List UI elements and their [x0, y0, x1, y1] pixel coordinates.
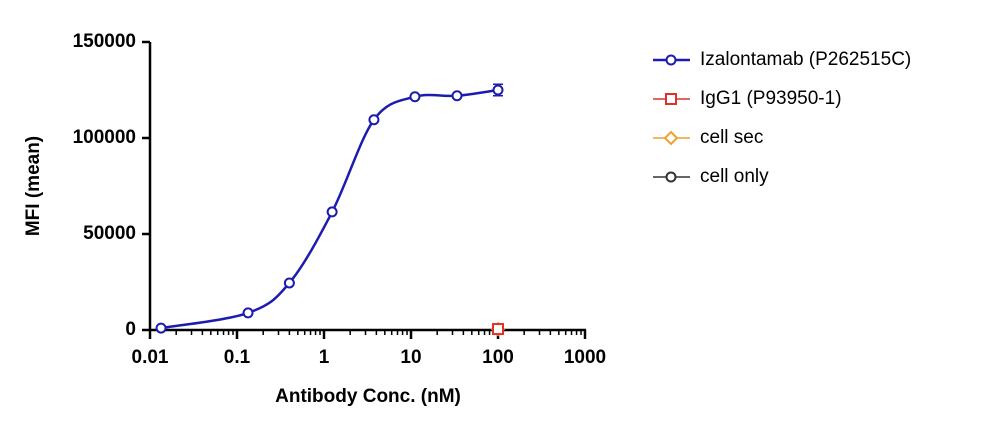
- x-tick-label: 10: [400, 347, 421, 368]
- x-tick-label: 100: [482, 347, 514, 368]
- marker: [451, 90, 463, 102]
- legend-label: cell only: [700, 166, 769, 187]
- marker: [665, 171, 677, 183]
- marker: [368, 114, 380, 126]
- legend-label: IgG1 (P93950-1): [700, 88, 842, 109]
- marker: [492, 323, 504, 336]
- x-tick-label: 0.1: [224, 347, 251, 368]
- legend-label: cell sec: [700, 127, 763, 148]
- x-tick-label: 1: [319, 347, 330, 368]
- y-tick-label: 50000: [83, 223, 136, 244]
- marker: [155, 322, 167, 334]
- x-tick-label: 1000: [564, 347, 606, 368]
- marker: [409, 91, 421, 103]
- marker: [492, 84, 504, 96]
- y-axis-title: MFI (mean): [23, 136, 44, 236]
- x-tick-label: 0.01: [132, 347, 169, 368]
- y-tick-label: 100000: [73, 127, 136, 148]
- marker: [663, 130, 679, 146]
- y-tick-label: 0: [125, 319, 136, 340]
- marker: [283, 277, 295, 289]
- marker: [665, 54, 677, 66]
- x-axis-title: Antibody Conc. (nM): [275, 386, 461, 407]
- marker: [665, 93, 677, 105]
- legend-label: Izalontamab (P262515C): [700, 49, 911, 70]
- marker: [242, 307, 254, 319]
- marker: [326, 206, 338, 218]
- y-tick-label: 150000: [73, 31, 136, 52]
